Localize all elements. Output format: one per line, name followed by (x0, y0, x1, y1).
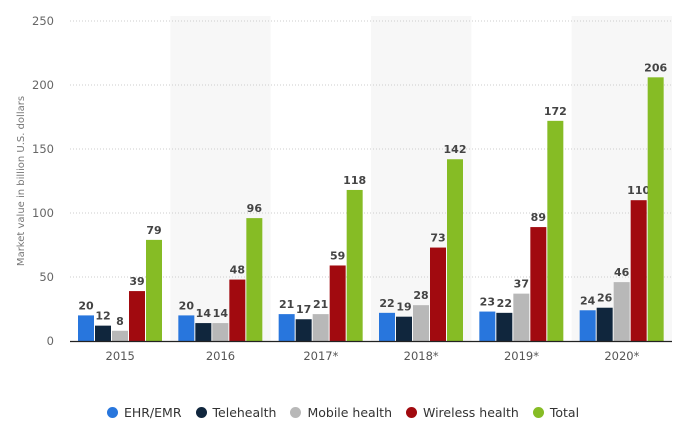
legend: EHR/EMR Telehealth Mobile health Wireles… (0, 405, 686, 420)
y-tick-label: 150 (32, 142, 54, 156)
x-tick-label: 2016 (206, 349, 235, 363)
data-label: 79 (146, 224, 161, 237)
x-tick-label: 2015 (106, 349, 135, 363)
data-label: 142 (444, 143, 467, 156)
bar (212, 323, 229, 341)
data-label: 39 (129, 275, 144, 288)
legend-item-mobile-health[interactable]: Mobile health (290, 405, 392, 420)
data-label: 73 (430, 232, 445, 245)
legend-marker (195, 407, 207, 418)
y-tick-label: 0 (47, 334, 54, 348)
data-label: 206 (644, 61, 667, 74)
bar (295, 319, 312, 341)
x-tick-label: 2017* (303, 349, 338, 363)
bar (278, 314, 295, 341)
data-label: 59 (330, 249, 345, 262)
bar (195, 323, 212, 341)
data-label: 12 (95, 310, 110, 323)
bar (613, 282, 630, 341)
bar (78, 315, 94, 341)
data-label: 172 (544, 105, 567, 118)
legend-label: Total (549, 405, 580, 420)
bar (346, 189, 363, 341)
legend-marker (406, 407, 417, 418)
bar-chart: 0 50 100 150 200 250 Market value in billion U… (16, 14, 672, 363)
data-label: 20 (179, 299, 195, 312)
data-label: 21 (313, 298, 328, 311)
data-label: 110 (627, 184, 650, 197)
bar (413, 305, 429, 341)
bar (178, 315, 195, 341)
bar (630, 200, 647, 341)
legend-marker (290, 407, 302, 418)
data-label: 37 (514, 278, 529, 291)
data-label: 21 (279, 298, 294, 311)
x-tick-label: 2020* (604, 349, 639, 363)
bar (579, 310, 596, 341)
data-label: 118 (343, 174, 366, 187)
y-tick-label: 100 (32, 206, 54, 220)
data-label: 46 (614, 266, 630, 279)
data-label: 96 (247, 202, 263, 215)
bar (129, 291, 145, 341)
bar (95, 325, 111, 341)
bar (112, 330, 128, 341)
bar (146, 239, 162, 341)
legend-label: Telehealth (212, 405, 277, 420)
data-label: 8 (116, 315, 124, 328)
bar (379, 312, 395, 341)
data-label: 23 (480, 296, 495, 309)
data-label: 22 (379, 297, 394, 310)
data-label: 22 (497, 297, 512, 310)
bar (479, 311, 496, 341)
data-label: 89 (531, 211, 546, 224)
y-tick-label: 250 (32, 14, 54, 28)
bar (430, 247, 446, 341)
legend-item-total[interactable]: Total (532, 405, 580, 420)
bar (329, 265, 346, 341)
bar (312, 314, 329, 341)
data-label: 19 (396, 301, 411, 314)
data-label: 26 (597, 292, 613, 305)
y-tick-label: 50 (39, 270, 54, 284)
legend-marker (106, 407, 118, 418)
data-label: 24 (580, 294, 596, 307)
bar (246, 218, 263, 341)
legend-label: EHR/EMR (123, 405, 182, 420)
data-label: 48 (230, 264, 245, 277)
data-label: 28 (413, 289, 428, 302)
bar (647, 77, 664, 341)
x-tick-label: 2018* (404, 349, 439, 363)
data-label: 14 (196, 307, 212, 320)
legend-marker (532, 407, 544, 418)
data-label: 20 (78, 299, 94, 312)
bar (229, 279, 246, 341)
bar (447, 159, 463, 341)
data-label: 14 (213, 307, 229, 320)
y-axis-label: Market value in billion U.S. dollars (16, 96, 27, 266)
bar (496, 312, 513, 341)
bar (513, 293, 530, 341)
bar (596, 307, 613, 341)
legend-item-ehr-emr[interactable]: EHR/EMR (106, 405, 182, 420)
x-tick-label: 2019* (504, 349, 539, 363)
bar (530, 227, 547, 341)
bar (396, 316, 412, 341)
legend-label: Wireless health (423, 405, 519, 420)
data-label: 17 (296, 303, 311, 316)
legend-item-telehealth[interactable]: Telehealth (195, 405, 277, 420)
bar (547, 120, 564, 341)
legend-item-wireless-health[interactable]: Wireless health (406, 405, 519, 420)
legend-label: Mobile health (307, 405, 392, 420)
y-tick-label: 200 (32, 78, 54, 92)
